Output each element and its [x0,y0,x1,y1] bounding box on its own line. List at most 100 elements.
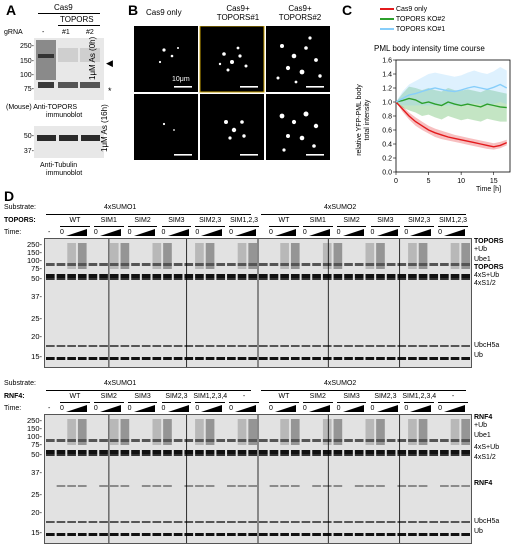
variant-bracket-10 [404,226,435,227]
time-zero-7: 0 [302,229,307,236]
time-wedge-6 [275,229,296,236]
variant-10: SIM1,2,3,4 [402,393,437,400]
cas9-header: Cas9 [54,3,73,12]
variant-10: SIM2,3 [408,217,431,224]
time-zero-5: 0 [229,229,234,236]
variant-bracket-8 [336,402,367,403]
band-label-6: UbcH5a [474,518,500,525]
band-label-4: 4xS1/2 [474,454,496,461]
band-label-7: Ub [474,528,483,535]
time-zero-0: 0 [60,405,64,412]
legend-cas9-text: Cas9 only [395,6,428,13]
time-wedge-11 [444,229,466,236]
time-zero-4: 0 [195,229,200,236]
chart-xlabel: Time [h] [476,186,502,193]
col-title-t1: Cas9+ TOPORS#1 [216,4,260,22]
caption-tubulin-1: Anti-Tubulin [40,162,78,169]
plot-area [395,59,511,173]
mw-a-75: 75- [23,86,34,93]
chart-title: PML body intensity time course [374,44,485,53]
time-wedge-2 [133,405,155,412]
time-zero-8: 0 [336,405,341,412]
variant-11: - [451,393,455,400]
variant-4: SIM2,3 [199,217,222,224]
mw-8: 15- [31,528,42,537]
time-zero-7: 0 [302,405,307,412]
variant-bracket-4 [195,226,226,227]
ytick-label-0: 0.0 [382,170,392,177]
band-label-4: 4xS+Ub [474,272,500,279]
anti-topors-blot [34,38,104,100]
time-zero-1: 0 [93,405,98,412]
time-wedge-4 [201,229,223,236]
variant-bracket-3 [161,226,192,227]
grna-label: gRNA [4,29,23,36]
time-wedge-3 [167,229,189,236]
band-label-2: Ube1 [474,256,491,263]
topors-header: TOPORS [60,15,94,24]
mw-a-50: 50- [23,133,34,140]
variant-11: SIM1,2,3 [439,217,468,224]
substrate-label: Substrate: [4,204,36,211]
ytick-label-5: 1.0 [382,100,392,107]
lane-a3: #2 [86,29,94,36]
band-label-0: TOPORS [474,238,504,245]
substrate-bracket-2 [261,390,466,391]
time-dash: - [48,229,51,236]
line-series-1 [395,97,507,109]
ytick-label-4: 0.8 [382,114,392,121]
substrate-sumo2: 4xSUMO2 [324,380,357,387]
substrate-bracket-2 [261,214,466,215]
ytick-label-6: 1.2 [382,86,392,93]
mw-0: 250- [26,416,42,425]
variant-5: - [242,393,246,400]
gel-bands [46,239,470,367]
gel-image [44,238,472,368]
time-zero-11: 0 [438,229,443,236]
time-wedge-10 [410,229,432,236]
variant-7: SIM2 [309,393,326,400]
variant-5: SIM1,2,3 [230,217,259,224]
band-label-5: 4xS1/2 [474,280,496,287]
caption-tubulin-2: immunoblot [46,170,83,177]
band-label-0: RNF4 [474,414,493,421]
substrate-sumo1: 4xSUMO1 [104,380,137,387]
time-wedge-5 [235,229,257,236]
time-wedge-7 [308,229,330,236]
time-zero-8: 0 [336,229,341,236]
variant-3: SIM2,3 [165,393,188,400]
time-wedge-9 [376,405,398,412]
lane-a2: #1 [62,29,70,36]
variant-0: WT [69,393,81,400]
variant-bracket-0 [60,226,90,227]
legend-ko2-text: TOPORS KO#2 [395,16,446,23]
mw-5: 37- [31,468,42,477]
mw-5: 37- [31,292,42,301]
xtick-label-2: 10 [457,178,465,185]
band-label-2: Ube1 [474,432,491,439]
time-wedge-1 [99,229,121,236]
xtick-label-1: 5 [427,178,431,185]
variant-1: SIM1 [100,217,117,224]
mw-3: 75- [31,440,42,449]
variant-bracket-7 [302,402,333,403]
variant-bracket-1 [93,226,124,227]
time-wedge-10 [410,405,432,412]
variant-bracket-2 [127,402,158,403]
time-wedge-1 [99,405,121,412]
time-wedge-6 [275,405,296,412]
time-zero-9: 0 [370,405,375,412]
mw-7: 20- [31,508,42,517]
ytick-label-8: 1.6 [382,58,392,65]
gel-bands [46,415,470,543]
mw-8: 15- [31,352,42,361]
line-series-2 [395,83,508,103]
time-label: Time: [4,229,22,236]
panel-c-label: C [342,2,353,18]
variant-0: WT [69,217,81,224]
variant-bracket-11 [438,226,468,227]
col-title-t2: Cas9+ TOPORS#2 [278,4,322,22]
mw-3: 75- [31,264,42,273]
row-title-16h: 1μM As (16h) [100,104,109,152]
topors-bracket [58,25,100,26]
